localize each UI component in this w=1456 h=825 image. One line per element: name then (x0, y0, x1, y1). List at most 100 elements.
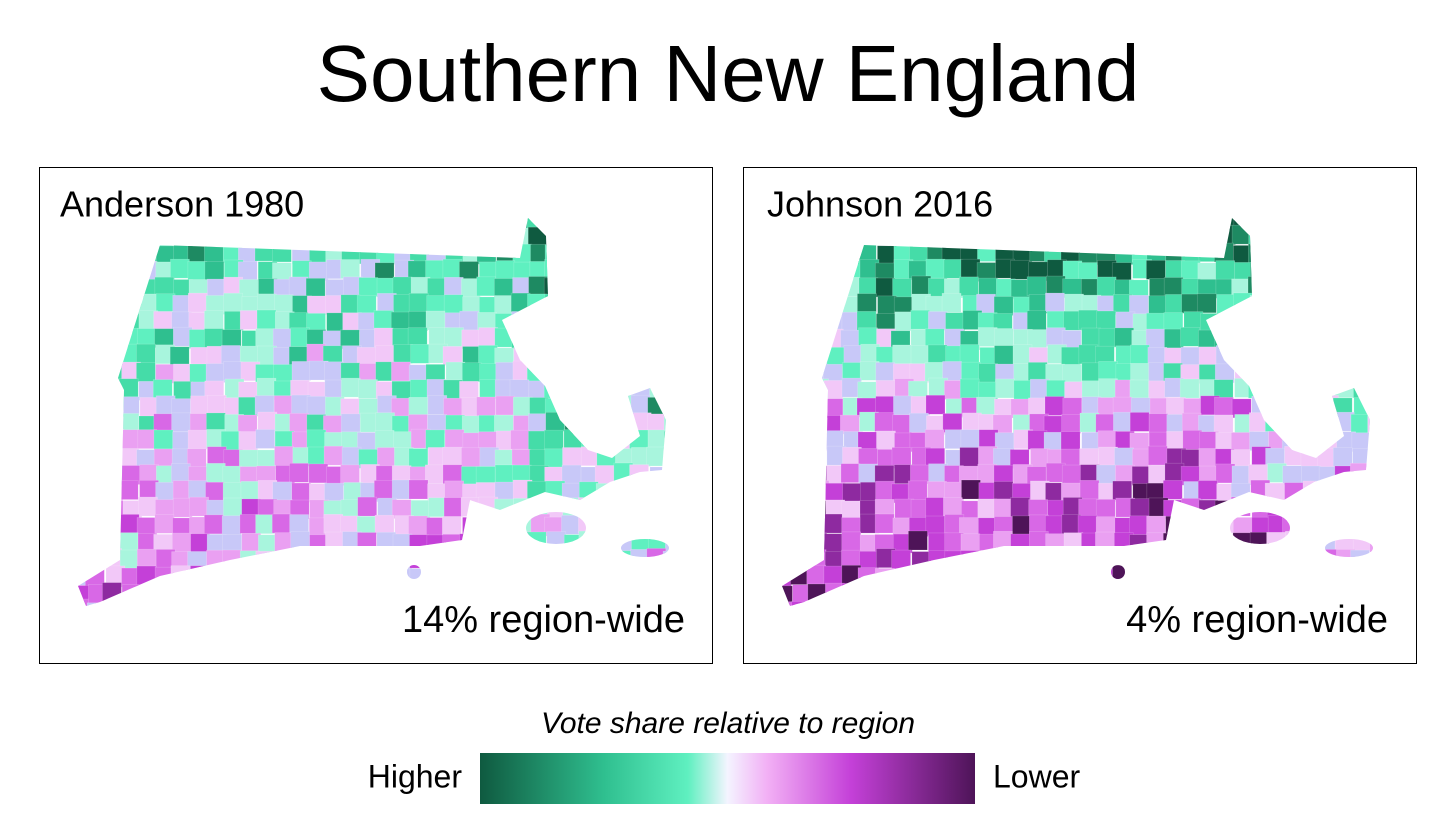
town (324, 584, 344, 605)
town (305, 278, 326, 298)
town (581, 567, 602, 588)
town (342, 584, 362, 604)
town (1281, 499, 1302, 520)
town (392, 218, 412, 229)
town (1231, 224, 1252, 245)
town (1353, 397, 1373, 418)
town (562, 346, 582, 366)
town (807, 431, 828, 452)
town (171, 620, 190, 639)
town (1247, 276, 1268, 296)
town (580, 548, 600, 569)
town (393, 344, 413, 364)
town (1283, 327, 1303, 347)
town (88, 225, 108, 246)
town (86, 497, 107, 518)
town (476, 276, 496, 297)
town (791, 601, 811, 606)
town (925, 515, 946, 536)
town (1349, 261, 1370, 281)
town (1248, 362, 1268, 382)
town (958, 227, 979, 247)
town (188, 480, 208, 500)
town (1233, 218, 1254, 228)
town (241, 620, 260, 639)
town (857, 293, 877, 313)
town (543, 379, 564, 400)
town (544, 258, 564, 279)
town (494, 327, 515, 348)
town (646, 225, 666, 245)
town (340, 413, 361, 434)
town (841, 583, 862, 603)
town (305, 585, 326, 605)
town (877, 295, 897, 316)
town (102, 548, 122, 568)
town (823, 276, 844, 296)
town (1129, 534, 1149, 554)
town (979, 550, 1000, 570)
town (273, 585, 294, 605)
town (1267, 363, 1288, 384)
town (86, 463, 107, 484)
town (373, 327, 394, 348)
town (1367, 311, 1373, 331)
town (78, 242, 92, 263)
town (808, 616, 827, 635)
town (1079, 585, 1100, 605)
town (118, 480, 139, 500)
town (664, 498, 669, 518)
town (978, 363, 998, 383)
town (444, 429, 465, 449)
map (78, 218, 669, 639)
town (545, 326, 566, 347)
town (790, 482, 810, 503)
town (892, 278, 912, 298)
town (1164, 226, 1185, 247)
town (410, 344, 430, 364)
town (190, 395, 210, 416)
town (341, 226, 362, 246)
town (1282, 395, 1303, 416)
town (308, 228, 329, 248)
town (665, 259, 669, 280)
town (1282, 411, 1303, 432)
town (614, 346, 635, 366)
town (649, 379, 669, 399)
town (493, 550, 514, 570)
town (598, 548, 618, 569)
town (340, 377, 361, 398)
town (874, 567, 895, 588)
town (1285, 551, 1305, 572)
town (840, 463, 861, 483)
town (104, 618, 123, 637)
town (825, 347, 845, 367)
town (1369, 343, 1373, 364)
town (1043, 226, 1064, 246)
town (308, 619, 327, 638)
town (1182, 430, 1203, 450)
town (78, 550, 88, 571)
town (512, 243, 533, 264)
town (101, 293, 122, 313)
town (598, 432, 619, 452)
town (647, 313, 668, 334)
town (1302, 244, 1323, 265)
town (782, 296, 792, 317)
town (1081, 619, 1100, 638)
town (85, 311, 106, 331)
town (959, 344, 980, 364)
town (823, 380, 844, 400)
town (307, 600, 328, 606)
town (427, 548, 447, 569)
town (222, 600, 242, 606)
town (1214, 565, 1235, 586)
town (1317, 378, 1338, 398)
town (1012, 547, 1032, 568)
town (238, 567, 259, 588)
town (1214, 396, 1234, 417)
town (564, 218, 585, 229)
town (825, 482, 845, 503)
town (910, 345, 931, 365)
town (808, 346, 828, 366)
